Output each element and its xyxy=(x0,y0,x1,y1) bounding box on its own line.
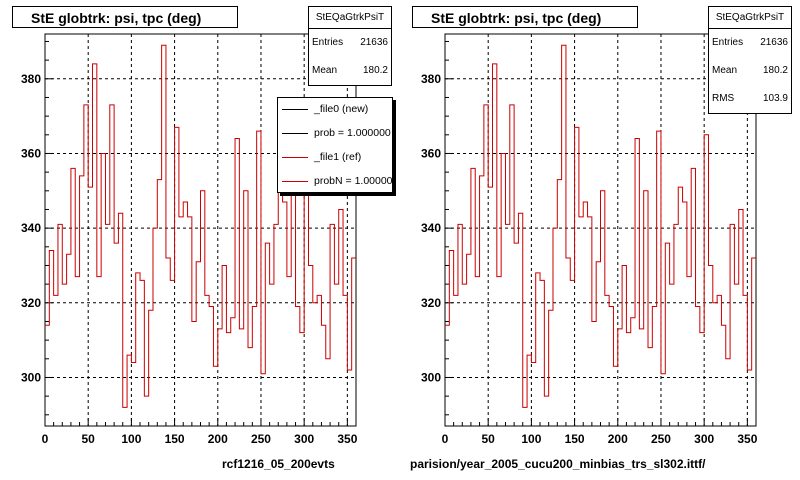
x-tick-label: 300 xyxy=(294,432,314,446)
stats-entries-label-left: Entries xyxy=(312,37,344,48)
legend-label: _file1 (ref) xyxy=(314,151,362,163)
stats-mean-row-right: Mean 180.2 xyxy=(709,57,791,85)
histogram-plot-right: 0 50 100 150 200 250 300 350 300 320 340 360 380 xyxy=(421,33,758,446)
caption-right: parision/year_2005_cucu200_minbias_trs_s… xyxy=(410,457,706,471)
histogram-series-line xyxy=(45,44,356,408)
histogram-panel-left: 0 50 100 150 200 250 300 350 300 320 340 360 380 StE… xyxy=(0,0,400,471)
plot-title-left: StE globtrk: psi, tpc (deg) xyxy=(12,6,238,28)
legend-entry-prob: prob = 1.000000 xyxy=(278,122,392,146)
y-tick-label: 340 xyxy=(21,221,41,235)
stats-rms-value-right: 103.9 xyxy=(762,93,788,104)
stats-box-right: StEQaGtrkPsiT Entries 21636 Mean 180.2 R… xyxy=(708,6,792,114)
plot-title-right: StE globtrk: psi, tpc (deg) xyxy=(412,6,638,28)
stats-mean-value-left: 180.2 xyxy=(362,65,388,76)
y-tick-label: 380 xyxy=(21,72,41,86)
x-tick-label: 150 xyxy=(565,432,585,446)
histogram-series-line xyxy=(445,44,756,408)
legend-box: _file0 (new) prob = 1.000000 _file1 (ref… xyxy=(277,97,393,193)
legend-entry-file1: _file1 (ref) xyxy=(278,146,392,170)
histogram-panel-right: 0 50 100 150 200 250 300 350 300 320 340 360 380 StE… xyxy=(400,0,800,471)
stats-entries-label-right: Entries xyxy=(712,37,744,48)
legend-entry-probn: probN = 1.000000 xyxy=(278,170,392,194)
x-tick-label: 0 xyxy=(442,432,449,446)
stats-entries-value-right: 21636 xyxy=(760,37,788,48)
stats-mean-label-right: Mean xyxy=(712,65,738,76)
stats-rms-label-right: RMS xyxy=(712,93,735,104)
legend-line-icon xyxy=(282,109,308,110)
stats-entries-value-left: 21636 xyxy=(360,37,388,48)
stats-entries-row-right: Entries 21636 xyxy=(709,29,791,57)
legend-label: probN = 1.000000 xyxy=(314,175,392,187)
y-tick-label: 300 xyxy=(21,370,41,384)
x-tick-label: 150 xyxy=(165,432,185,446)
legend-line-icon xyxy=(282,181,308,182)
stats-rms-row-right: RMS 103.9 xyxy=(709,85,791,113)
stats-name-left: StEQaGtrkPsiT xyxy=(309,7,391,29)
x-tick-label: 350 xyxy=(737,432,757,446)
x-tick-label: 200 xyxy=(208,432,228,446)
legend-label: _file0 (new) xyxy=(314,103,369,115)
stats-mean-value-right: 180.2 xyxy=(762,65,788,76)
y-tick-label: 380 xyxy=(421,72,441,86)
y-tick-label: 360 xyxy=(421,146,441,160)
x-tick-label: 250 xyxy=(251,432,271,446)
legend-line-icon xyxy=(282,133,308,134)
x-tick-label: 100 xyxy=(521,432,541,446)
y-tick-label: 300 xyxy=(421,370,441,384)
x-tick-label: 100 xyxy=(121,432,141,446)
legend-entry-file0: _file0 (new) xyxy=(278,98,392,122)
x-tick-label: 300 xyxy=(694,432,714,446)
y-tick-label: 320 xyxy=(21,296,41,310)
x-tick-label: 50 xyxy=(482,432,496,446)
stats-name-right: StEQaGtrkPsiT xyxy=(709,7,791,29)
x-tick-label: 350 xyxy=(337,432,357,446)
stats-box-left: StEQaGtrkPsiT Entries 21636 Mean 180.2 xyxy=(308,6,392,86)
legend-line-icon xyxy=(282,157,308,158)
legend-label: prob = 1.000000 xyxy=(314,127,391,139)
y-tick-label: 360 xyxy=(21,146,41,160)
y-tick-label: 340 xyxy=(421,221,441,235)
x-tick-label: 250 xyxy=(651,432,671,446)
x-tick-label: 0 xyxy=(42,432,49,446)
y-tick-label: 320 xyxy=(421,296,441,310)
stats-entries-row-left: Entries 21636 xyxy=(309,29,391,57)
stats-mean-row-left: Mean 180.2 xyxy=(309,57,391,85)
caption-left: rcf1216_05_200evts xyxy=(222,457,335,471)
stats-mean-label-left: Mean xyxy=(312,65,338,76)
x-tick-label: 200 xyxy=(608,432,628,446)
x-tick-label: 50 xyxy=(82,432,96,446)
